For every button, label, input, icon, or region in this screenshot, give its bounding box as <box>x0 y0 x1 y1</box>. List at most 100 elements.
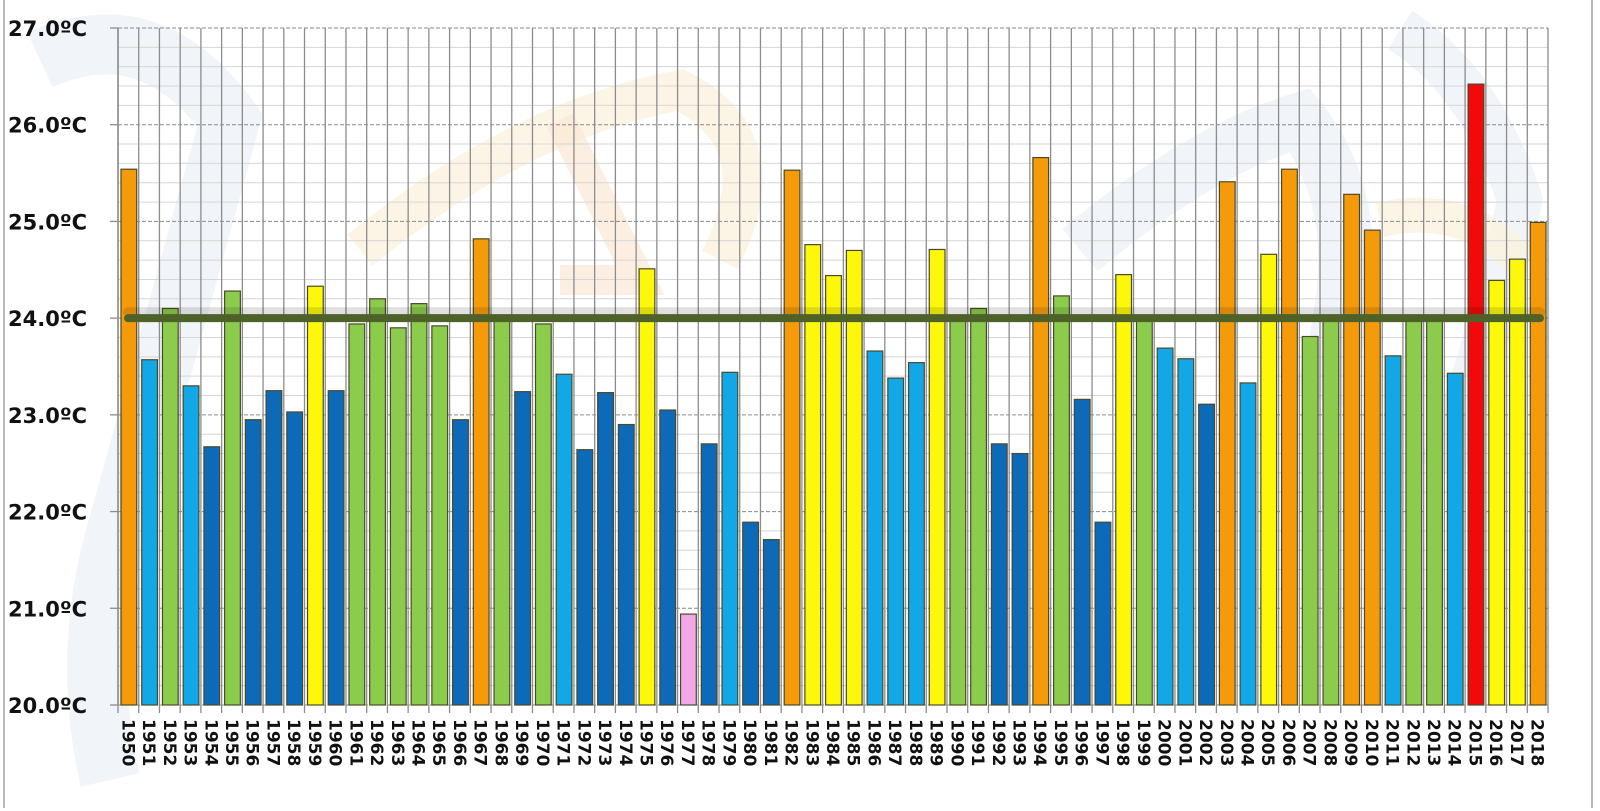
bar-1952 <box>161 307 179 706</box>
x-tick-label: 1976 <box>656 719 676 766</box>
bar-2018 <box>1529 221 1547 706</box>
x-tick-label: 1957 <box>262 719 282 766</box>
bar-1953 <box>182 385 200 706</box>
bar-1998 <box>1115 274 1133 706</box>
x-tick-label: 1974 <box>615 719 635 766</box>
x-tick-label: 1980 <box>739 719 759 766</box>
bar-1985 <box>845 249 863 706</box>
bar-1954 <box>203 446 221 706</box>
bar-1950 <box>120 168 138 706</box>
bar-1977 <box>679 613 697 706</box>
x-tick-label: 1998 <box>1112 719 1132 766</box>
bar-2007 <box>1301 335 1319 706</box>
x-tick-label: 2016 <box>1485 719 1505 766</box>
bar-1983 <box>804 244 822 706</box>
x-tick-label: 1960 <box>325 719 345 766</box>
bar-1980 <box>742 521 760 706</box>
x-tick-label: 1984 <box>822 719 842 766</box>
x-tick-label: 1963 <box>387 719 407 766</box>
x-tick-label: 1970 <box>532 719 552 766</box>
bar-1978 <box>700 443 718 706</box>
x-tick-label: 1959 <box>304 719 324 766</box>
y-tick-label: 22.0ºC <box>8 501 87 525</box>
x-tick-label: 1966 <box>449 719 469 766</box>
bar-1990 <box>949 320 967 706</box>
bar-2010 <box>1363 229 1381 706</box>
x-tick-label: 1979 <box>718 719 738 766</box>
x-tick-label: 2004 <box>1236 719 1256 766</box>
y-tick-label: 21.0ºC <box>8 597 87 621</box>
x-tick-label: 2011 <box>1382 719 1402 766</box>
x-tick-label: 1986 <box>863 719 883 766</box>
bar-2003 <box>1218 181 1236 706</box>
bar-1961 <box>348 323 366 706</box>
x-tick-label: 1967 <box>470 719 490 766</box>
x-tick-label: 1953 <box>180 719 200 766</box>
bar-1964 <box>410 303 428 706</box>
x-tick-label: 1982 <box>781 719 801 766</box>
bar-2000 <box>1156 347 1174 706</box>
x-tick-label: 1981 <box>760 719 780 766</box>
bar-1997 <box>1094 521 1112 706</box>
x-tick-label: 2006 <box>1278 719 1298 766</box>
x-tick-label: 1971 <box>553 719 573 766</box>
bar-1982 <box>783 169 801 706</box>
bar-1979 <box>721 371 739 706</box>
x-tick-label: 2015 <box>1464 719 1484 766</box>
bar-1993 <box>1011 452 1029 706</box>
bar-1973 <box>597 392 614 706</box>
x-tick-label: 1972 <box>573 719 593 766</box>
bar-1974 <box>617 423 635 706</box>
bar-2012 <box>1405 317 1423 706</box>
bar-1959 <box>306 285 324 706</box>
bar-1969 <box>514 391 532 706</box>
bar-1999 <box>1135 317 1153 706</box>
x-tick-label: 1964 <box>408 719 428 766</box>
x-tick-label: 1988 <box>905 719 925 766</box>
x-tick-label: 1977 <box>677 719 697 766</box>
bar-1987 <box>887 377 905 706</box>
bar-1981 <box>762 539 780 706</box>
y-tick-label: 25.0ºC <box>8 210 87 234</box>
bar-1967 <box>472 238 490 706</box>
x-tick-label: 1997 <box>1091 719 1111 766</box>
bar-1956 <box>244 419 262 706</box>
bar-2008 <box>1322 320 1340 706</box>
x-tick-label: 1962 <box>366 719 386 766</box>
y-tick-label: 24.0ºC <box>8 307 87 331</box>
bar-1966 <box>451 419 469 706</box>
bar-1971 <box>555 373 573 706</box>
bar-2002 <box>1198 403 1216 706</box>
bar-2006 <box>1280 168 1298 706</box>
x-tick-label: 1987 <box>884 719 904 766</box>
bar-2011 <box>1384 355 1402 706</box>
x-tick-label: 1969 <box>511 719 531 766</box>
x-tick-label: 2013 <box>1423 719 1443 766</box>
bar-1968 <box>493 317 511 706</box>
x-tick-label: 1968 <box>490 719 510 766</box>
x-tick-label: 1951 <box>138 719 158 766</box>
bar-2005 <box>1260 253 1278 706</box>
x-tick-label: 2009 <box>1340 719 1360 766</box>
bar-1989 <box>928 248 946 706</box>
y-tick-label: 27.0ºC <box>8 17 87 41</box>
x-tick-label: 1958 <box>283 719 303 766</box>
x-tick-label: 1950 <box>117 719 137 766</box>
x-tick-label: 1992 <box>988 719 1008 766</box>
x-axis: 1950 1951 1952 1953 1954 1955 1956 1957 1958 1959… <box>117 719 1546 766</box>
x-tick-label: 2007 <box>1299 719 1319 766</box>
x-tick-label: 2010 <box>1361 719 1381 766</box>
x-tick-label: 1991 <box>967 719 987 766</box>
bar-2001 <box>1177 358 1195 706</box>
x-tick-label: 1989 <box>926 719 946 766</box>
x-tick-label: 1961 <box>345 719 365 766</box>
x-tick-label: 2001 <box>1174 719 1194 766</box>
y-tick-label: 23.0ºC <box>8 404 87 428</box>
x-tick-label: 2012 <box>1402 719 1422 766</box>
bar-2013 <box>1426 317 1443 706</box>
x-tick-label: 1995 <box>1050 719 1070 766</box>
chart-frame <box>3 0 1593 808</box>
bar-1963 <box>389 327 407 706</box>
bar-1957 <box>265 390 283 706</box>
x-tick-label: 1952 <box>159 719 179 766</box>
